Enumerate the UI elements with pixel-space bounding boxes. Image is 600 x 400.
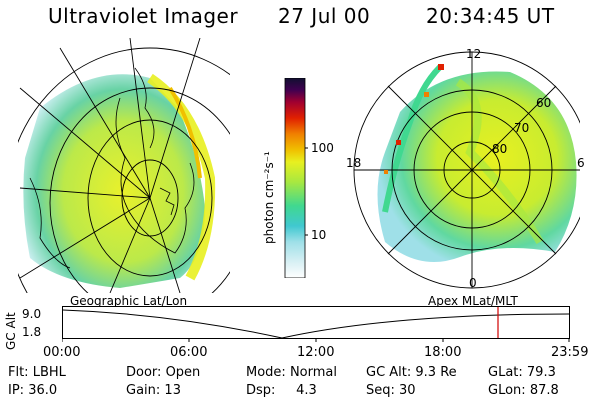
mlt-label-6: 6 (577, 156, 585, 170)
aurora-emission-left (23, 74, 206, 288)
gain-field: Gain: 13 (126, 383, 181, 398)
colorbar-unit-label: photon cm⁻²s⁻¹ (262, 151, 276, 244)
time-tick-0600: 06:00 (170, 345, 208, 360)
instrument-title: Ultraviolet Imager (48, 4, 239, 28)
glat-field: GLat: 79.3 (488, 365, 556, 380)
seq-field: Seq: 30 (366, 383, 416, 398)
coastlines (29, 67, 195, 269)
mlt-label-18: 18 (346, 156, 362, 170)
image-date: 27 Jul 00 (278, 4, 371, 28)
color-scale-bar (284, 78, 308, 278)
altitude-tick-high: 9.0 (22, 307, 42, 321)
altitude-plot (62, 306, 570, 342)
aurora-hotspots (384, 64, 444, 174)
altitude-plot-frame (62, 306, 570, 339)
mode-field: Mode: Normal (246, 365, 337, 380)
magnetic-polar-image (353, 51, 580, 289)
mlat-label-60: 60 (536, 96, 552, 110)
geographic-map-label: Geographic Lat/Lon (70, 294, 188, 308)
lat-lon-grid (18, 38, 230, 293)
mlat-label-70: 70 (514, 121, 530, 135)
time-tick-2359: 23:59 (551, 345, 589, 360)
mlat-grid (353, 51, 580, 289)
altitude-axis-label: GC Alt (4, 312, 18, 350)
ip-field: IP: 36.0 (8, 383, 58, 398)
time-tick-0000: 00:00 (43, 345, 81, 360)
glon-field: GLon: 87.8 (488, 383, 559, 398)
mlt-label-0: 0 (469, 276, 477, 290)
time-tick-1200: 12:00 (297, 345, 335, 360)
altitude-tick-low: 1.8 (22, 325, 42, 339)
altitude-curve (62, 309, 570, 339)
colorbar-tick-10: 10 (311, 228, 327, 242)
mlat-label-80: 80 (492, 142, 508, 156)
image-time: 20:34:45 UT (426, 4, 555, 28)
dsp-field: Dsp: 4.3 (246, 383, 317, 398)
filter-field: Flt: LBHL (8, 365, 66, 380)
door-field: Door: Open (126, 365, 201, 380)
mlt-label-12: 12 (466, 47, 482, 61)
colorbar-tick-100: 100 (311, 141, 334, 155)
gc-alt-field: GC Alt: 9.3 Re (366, 365, 457, 380)
magnetic-map-label: Apex MLat/MLT (428, 294, 518, 308)
geographic-image (18, 38, 230, 293)
time-tick-1800: 18:00 (424, 345, 462, 360)
